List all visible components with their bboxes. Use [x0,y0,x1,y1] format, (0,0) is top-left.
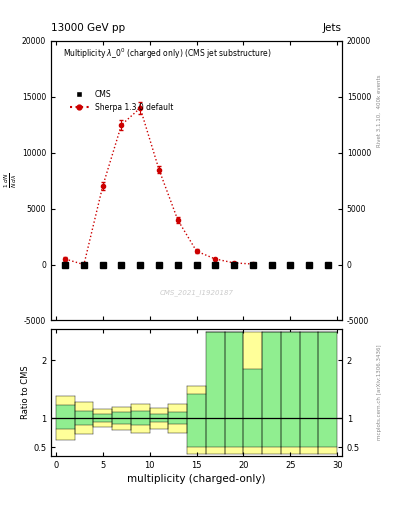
Text: mcplots.cern.ch [arXiv:1306.3436]: mcplots.cern.ch [arXiv:1306.3436] [377,345,382,440]
Y-axis label: $\frac{1}{N}\frac{dN}{d\lambda}$: $\frac{1}{N}\frac{dN}{d\lambda}$ [3,173,19,188]
Text: Multiplicity $\lambda\_0^0$ (charged only) (CMS jet substructure): Multiplicity $\lambda\_0^0$ (charged onl… [63,47,271,61]
Legend: CMS, Sherpa 1.3.0 default: CMS, Sherpa 1.3.0 default [66,87,176,115]
Text: CMS_2021_I1920187: CMS_2021_I1920187 [160,289,233,296]
Text: Rivet 3.1.10,  400k events: Rivet 3.1.10, 400k events [377,75,382,147]
Y-axis label: Ratio to CMS: Ratio to CMS [21,366,30,419]
Text: Jets: Jets [323,23,342,33]
Text: 13000 GeV pp: 13000 GeV pp [51,23,125,33]
X-axis label: multiplicity (charged-only): multiplicity (charged-only) [127,474,266,484]
